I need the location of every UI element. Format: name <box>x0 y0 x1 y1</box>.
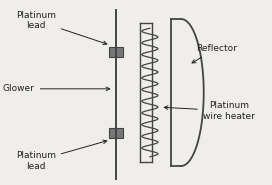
Text: Glower: Glower <box>3 84 110 93</box>
Bar <box>109 128 123 138</box>
Text: Platinum
wire heater: Platinum wire heater <box>164 101 255 121</box>
Text: Reflector: Reflector <box>192 44 237 63</box>
Text: Platinum
lead: Platinum lead <box>16 11 107 45</box>
Text: Platinum
lead: Platinum lead <box>16 140 107 171</box>
Bar <box>109 47 123 57</box>
